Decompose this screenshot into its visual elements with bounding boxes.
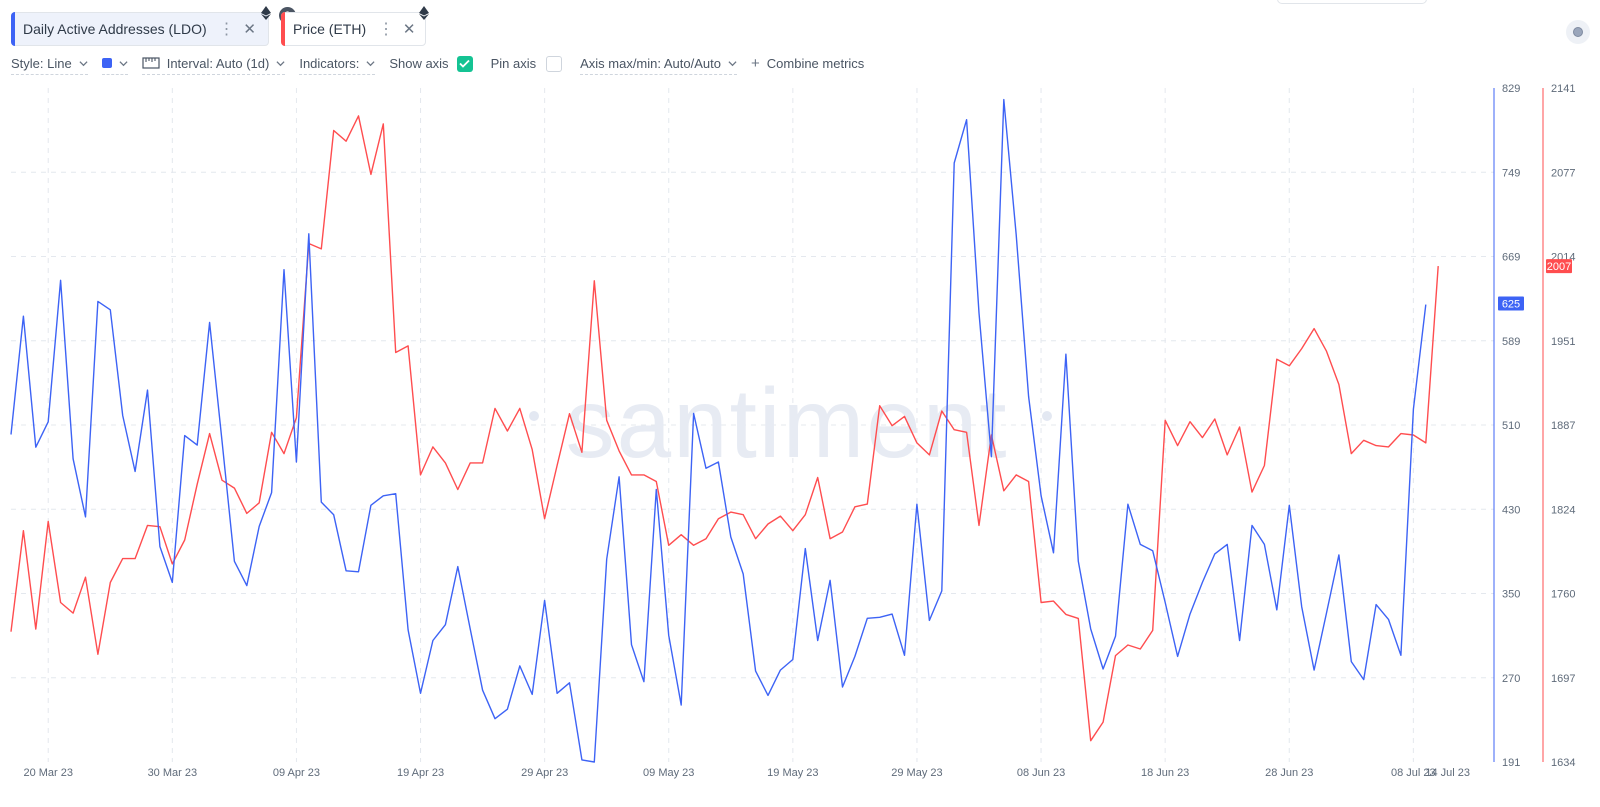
interval-label: Interval: Auto (1d) xyxy=(166,55,270,71)
x-tick-label: 09 May 23 xyxy=(643,767,694,779)
right-axis-tick: 1760 xyxy=(1551,589,1575,601)
left-axis-tick: 270 xyxy=(1502,673,1520,685)
show-axis-label: Show axis xyxy=(389,56,449,71)
show-axis-checkbox[interactable] xyxy=(456,55,473,72)
x-tick-label: 29 Apr 23 xyxy=(521,767,568,779)
style-select[interactable]: Style: Line xyxy=(11,55,88,75)
chevron-down-icon xyxy=(119,60,128,66)
watermark: santiment xyxy=(566,368,1009,478)
right-axis-tick: 1634 xyxy=(1551,757,1575,769)
watermark-dot-right xyxy=(1042,411,1052,421)
chevron-down-icon xyxy=(276,60,285,66)
x-tick-label: 20 Mar 23 xyxy=(23,767,73,779)
pin-axis-toggle[interactable]: Pin axis xyxy=(491,55,563,75)
pin-axis-checkbox[interactable] xyxy=(546,55,563,72)
chevron-down-icon xyxy=(79,60,88,66)
checkmark-icon xyxy=(459,59,470,68)
indicators-label: Indicators: xyxy=(299,55,360,71)
left-axis-tick: 589 xyxy=(1502,336,1520,348)
x-tick-label: 08 Jul 23 xyxy=(1391,767,1436,779)
metric-label-eth: Price (ETH) xyxy=(293,21,367,37)
left-axis-tick: 829 xyxy=(1502,83,1520,95)
settings-toggle-icon[interactable] xyxy=(1566,20,1590,44)
color-swatch xyxy=(101,58,112,68)
right-axis-tick: 1887 xyxy=(1551,420,1575,432)
left-axis-tick: 669 xyxy=(1502,252,1520,264)
x-tick-label: 14 Jul 23 xyxy=(1425,767,1470,779)
horizontal-grid xyxy=(11,171,1494,679)
close-icon[interactable]: ✕ xyxy=(243,21,256,38)
vertical-grid xyxy=(47,88,1414,762)
x-tick-label: 28 Jun 23 xyxy=(1265,767,1313,779)
current-value-ldo: 625 xyxy=(1498,296,1524,311)
pin-axis-label: Pin axis xyxy=(490,56,537,71)
watermark-dot-left xyxy=(529,411,539,421)
right-axis-tick: 1951 xyxy=(1551,336,1575,348)
x-tick-label: 19 May 23 xyxy=(767,767,818,779)
right-axis-tick: 2141 xyxy=(1551,83,1575,95)
left-axis-tick: 350 xyxy=(1502,589,1520,601)
current-value-eth-text: 2007 xyxy=(1547,261,1571,273)
right-axis-tick: 1824 xyxy=(1551,504,1575,516)
ruler-icon xyxy=(142,57,160,69)
metric-color-bar-eth xyxy=(281,12,285,46)
indicators-select[interactable]: Indicators: xyxy=(299,55,376,75)
metric-chip-ldo[interactable]: Daily Active Addresses (LDO) ⋮ ✕ xyxy=(11,12,269,46)
series-line-eth-price xyxy=(10,115,1439,742)
right-axis-tick: 2077 xyxy=(1551,167,1575,179)
chevron-down-icon xyxy=(366,60,375,66)
metric-color-bar-ldo xyxy=(11,12,15,46)
style-label: Style: Line xyxy=(11,55,72,71)
color-select[interactable] xyxy=(101,55,128,75)
interval-select[interactable]: Interval: Auto (1d) xyxy=(141,55,286,75)
x-tick-label: 18 Jun 23 xyxy=(1141,767,1189,779)
close-icon[interactable]: ✕ xyxy=(402,21,416,38)
plus-icon: + xyxy=(751,55,760,72)
left-axis-tick: 749 xyxy=(1502,167,1520,179)
x-tick-label: 08 Jun 23 xyxy=(1017,767,1065,779)
more-options-icon[interactable]: ⋮ xyxy=(218,21,235,38)
x-tick-label: 09 Apr 23 xyxy=(273,767,320,779)
left-axis-tick: 430 xyxy=(1502,504,1520,516)
chevron-down-icon xyxy=(728,60,737,66)
ethereum-icon xyxy=(419,6,429,20)
combine-metrics-label: Combine metrics xyxy=(766,56,865,71)
right-axis-tick: 1697 xyxy=(1551,673,1575,685)
ethereum-icon xyxy=(261,6,271,20)
x-tick-label: 29 May 23 xyxy=(891,767,942,779)
top-right-control[interactable] xyxy=(1277,0,1427,4)
line-chart[interactable]: santiment 829 749 669 589 510 430 350 270 191 21… xyxy=(0,80,1600,807)
left-axis-tick: 510 xyxy=(1502,420,1520,432)
metric-label-ldo: Daily Active Addresses (LDO) xyxy=(23,21,207,37)
axis-maxmin-label: Axis max/min: Auto/Auto xyxy=(580,55,721,71)
series-line-ldo-daa xyxy=(10,98,1427,763)
metric-chip-eth[interactable]: Price (ETH) ⋮ ✕ xyxy=(281,12,426,46)
current-value-eth-bg xyxy=(1546,259,1572,274)
x-tick-label: 19 Apr 23 xyxy=(397,767,444,779)
current-value-ldo-text: 625 xyxy=(1502,299,1520,311)
axis-maxmin-select[interactable]: Axis max/min: Auto/Auto xyxy=(580,55,737,75)
more-options-icon[interactable]: ⋮ xyxy=(378,21,394,38)
combine-metrics-button[interactable]: + Combine metrics xyxy=(751,55,864,75)
current-value-eth: 2007 xyxy=(1546,259,1572,274)
chart-toolbar: Style: Line Interval: Auto (1d) Indicato… xyxy=(11,55,878,75)
show-axis-toggle[interactable]: Show axis xyxy=(389,55,473,75)
current-value-ldo-bg xyxy=(1498,296,1524,311)
x-tick-label: 30 Mar 23 xyxy=(148,767,198,779)
left-axis-tick: 191 xyxy=(1502,757,1520,769)
